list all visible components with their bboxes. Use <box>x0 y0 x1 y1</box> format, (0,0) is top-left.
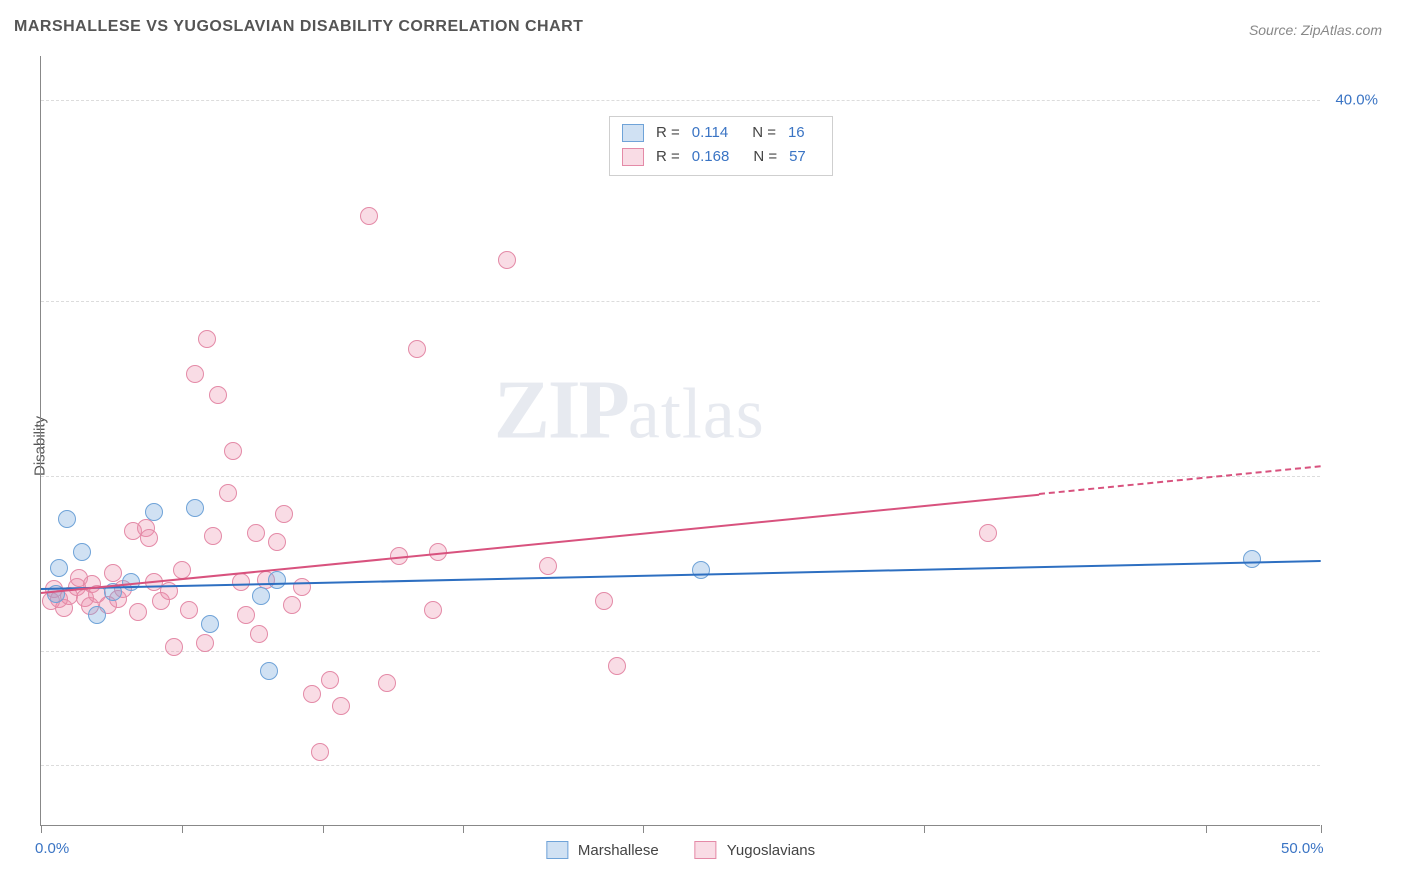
x-tick-label: 0.0% <box>35 840 69 857</box>
gridline <box>41 765 1320 766</box>
x-tick <box>323 825 324 833</box>
scatter-point <box>1243 550 1261 568</box>
n-value-1: 57 <box>789 145 806 169</box>
scatter-point <box>979 524 997 542</box>
scatter-point <box>180 601 198 619</box>
scatter-point <box>250 625 268 643</box>
n-label: N = <box>752 121 776 145</box>
scatter-point <box>283 596 301 614</box>
scatter-point <box>198 330 216 348</box>
x-tick <box>1321 825 1322 833</box>
r-value-0: 0.114 <box>692 121 728 145</box>
scatter-point <box>268 533 286 551</box>
scatter-point <box>129 603 147 621</box>
scatter-point <box>58 510 76 528</box>
legend-row-yugoslavians: R = 0.168 N = 57 <box>622 145 820 169</box>
scatter-point <box>311 743 329 761</box>
y-tick-label: 40.0% <box>1335 91 1378 108</box>
scatter-point <box>73 543 91 561</box>
scatter-point <box>224 442 242 460</box>
plot-area: ZIPatlas R = 0.114 N = 16 R = 0.168 N = … <box>40 56 1320 826</box>
scatter-point <box>196 634 214 652</box>
scatter-point <box>360 207 378 225</box>
scatter-point <box>145 503 163 521</box>
swatch-yugoslavians <box>622 148 644 166</box>
scatter-point <box>424 601 442 619</box>
x-tick <box>924 825 925 833</box>
x-tick <box>41 825 42 833</box>
r-label: R = <box>656 145 680 169</box>
scatter-point <box>260 662 278 680</box>
gridline <box>41 476 1320 477</box>
scatter-point <box>165 638 183 656</box>
scatter-point <box>50 559 68 577</box>
swatch-icon <box>546 841 568 859</box>
watermark-rest: atlas <box>628 373 765 453</box>
gridline <box>41 301 1320 302</box>
legend-item-yugoslavians: Yugoslavians <box>695 841 815 859</box>
chart-title: MARSHALLESE VS YUGOSLAVIAN DISABILITY CO… <box>14 18 583 36</box>
source-label: Source: ZipAtlas.com <box>1249 22 1382 38</box>
r-label: R = <box>656 121 680 145</box>
chart-container: MARSHALLESE VS YUGOSLAVIAN DISABILITY CO… <box>0 0 1406 892</box>
scatter-point <box>232 573 250 591</box>
watermark-text: ZIPatlas <box>494 361 765 458</box>
scatter-point <box>252 587 270 605</box>
scatter-point <box>293 578 311 596</box>
r-value-1: 0.168 <box>692 145 730 169</box>
x-tick <box>1206 825 1207 833</box>
scatter-point <box>186 365 204 383</box>
scatter-point <box>209 386 227 404</box>
n-value-0: 16 <box>788 121 805 145</box>
scatter-point <box>378 674 396 692</box>
scatter-point <box>595 592 613 610</box>
watermark-bold: ZIP <box>494 363 628 456</box>
scatter-point <box>140 529 158 547</box>
trend-line <box>1039 466 1321 496</box>
legend-row-marshallese: R = 0.114 N = 16 <box>622 121 820 145</box>
series-legend: Marshallese Yugoslavians <box>546 841 815 859</box>
scatter-point <box>321 671 339 689</box>
x-tick <box>463 825 464 833</box>
x-tick <box>182 825 183 833</box>
scatter-point <box>237 606 255 624</box>
scatter-point <box>608 657 626 675</box>
x-tick <box>643 825 644 833</box>
scatter-point <box>498 251 516 269</box>
legend-item-marshallese: Marshallese <box>546 841 659 859</box>
scatter-point <box>204 527 222 545</box>
scatter-point <box>186 499 204 517</box>
scatter-point <box>275 505 293 523</box>
scatter-point <box>303 685 321 703</box>
scatter-point <box>173 561 191 579</box>
scatter-point <box>88 606 106 624</box>
scatter-point <box>408 340 426 358</box>
scatter-point <box>201 615 219 633</box>
legend-label-1: Yugoslavians <box>727 842 815 859</box>
swatch-icon <box>695 841 717 859</box>
scatter-point <box>219 484 237 502</box>
correlation-legend: R = 0.114 N = 16 R = 0.168 N = 57 <box>609 116 833 176</box>
x-tick-label: 50.0% <box>1281 840 1324 857</box>
gridline <box>41 100 1320 101</box>
legend-label-0: Marshallese <box>578 842 659 859</box>
scatter-point <box>539 557 557 575</box>
gridline <box>41 651 1320 652</box>
scatter-point <box>332 697 350 715</box>
scatter-point <box>247 524 265 542</box>
scatter-point <box>268 571 286 589</box>
swatch-marshallese <box>622 124 644 142</box>
scatter-point <box>692 561 710 579</box>
n-label: N = <box>753 145 777 169</box>
